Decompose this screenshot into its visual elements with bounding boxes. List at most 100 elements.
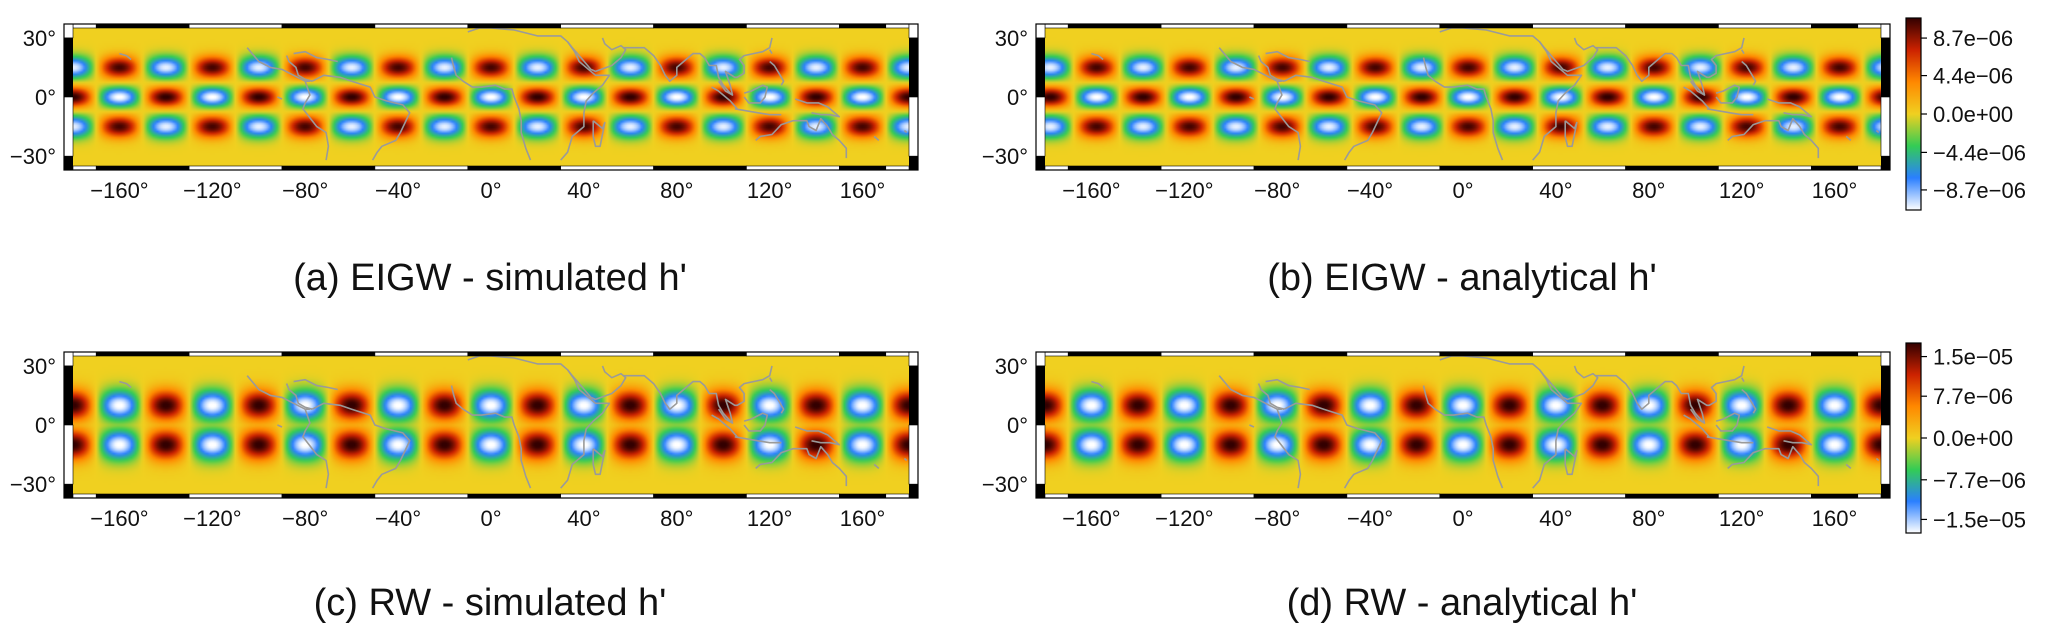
coastlines <box>119 356 908 489</box>
x-tick-label: 80° <box>1632 506 1665 531</box>
y-tick-label: −30° <box>10 472 56 497</box>
coastline-path <box>1439 356 1583 489</box>
coastline-path <box>769 49 773 55</box>
coastline-path <box>450 57 532 161</box>
x-tick-label: 160° <box>1812 506 1858 531</box>
coastline-path <box>1538 37 1599 73</box>
coastline-path <box>1564 120 1578 148</box>
coastline-path <box>467 356 611 489</box>
coastline-path <box>1283 74 1383 161</box>
heatmap-field <box>1045 28 1881 166</box>
coastline-path <box>1265 50 1310 63</box>
coastline-path <box>119 52 132 61</box>
coastline-path <box>592 120 606 148</box>
y-tick-label: 30° <box>23 26 56 51</box>
colorbar-tick-label: 8.7e−06 <box>1933 26 2013 51</box>
coastline-path <box>1715 412 1741 432</box>
x-tick-label: −80° <box>282 178 328 203</box>
coastline-path <box>623 374 734 424</box>
coastline-path <box>1595 46 1706 96</box>
coastline-path <box>1727 445 1820 487</box>
y-tick-label: −30° <box>982 472 1028 497</box>
x-tick-label: 40° <box>1539 178 1572 203</box>
coastline-path <box>566 37 627 73</box>
coastlines <box>119 28 908 161</box>
coastline-path <box>743 412 769 432</box>
coastline-path <box>311 74 411 161</box>
colorbar-gradient <box>1905 17 1922 211</box>
coastline-path <box>734 436 782 444</box>
coastline-path <box>717 37 773 96</box>
coastline-path <box>1766 98 1813 118</box>
map-frame <box>63 23 919 171</box>
coastline-path <box>794 426 841 446</box>
coastline-path <box>1257 55 1285 82</box>
x-tick-label: −120° <box>183 178 241 203</box>
coastline-path <box>1741 60 1757 86</box>
x-tick-label: −120° <box>183 506 241 531</box>
colorbar-tick-label: 4.4e−06 <box>1933 64 2013 89</box>
y-tick-label: 0° <box>35 413 56 438</box>
coastline-path <box>1741 49 1745 55</box>
x-tick-label: −120° <box>1155 506 1213 531</box>
coastline-path <box>285 55 313 82</box>
heatmap-field <box>73 28 909 166</box>
coastline-path <box>1689 37 1745 96</box>
coastline-path <box>873 135 880 142</box>
coastline-path <box>1766 426 1813 446</box>
coastlines <box>1091 356 1880 489</box>
coastline-path <box>1689 365 1745 424</box>
x-tick-label: 0° <box>480 178 501 203</box>
coastlines <box>1091 28 1880 161</box>
coastline-path <box>903 129 908 134</box>
colorbar-tick-label: −8.7e−06 <box>1933 178 2026 203</box>
coastline-path <box>1715 84 1741 104</box>
x-tick-label: 160° <box>840 506 886 531</box>
coastline-path <box>1741 388 1757 414</box>
x-tick-label: −40° <box>1347 178 1393 203</box>
x-tick-label: −160° <box>90 506 148 531</box>
x-tick-label: 160° <box>840 178 886 203</box>
coastline-path <box>769 377 773 383</box>
coastline-path <box>769 388 785 414</box>
coastline-path <box>734 108 782 116</box>
coastline-path <box>1422 57 1504 161</box>
coastline-path <box>277 96 283 100</box>
x-tick-label: 80° <box>660 178 693 203</box>
coastline-path <box>1706 108 1754 116</box>
x-tick-label: −160° <box>90 178 148 203</box>
colorbar-tick-label: −4.4e−06 <box>1933 140 2026 165</box>
coastline-path <box>755 117 848 159</box>
axis-labels: −160° −120° −80° −40° 0° 40° 80° 120° 160° 30° 0° −… <box>982 354 1857 531</box>
panel-title: (a) EIGW - simulated h' <box>293 257 687 299</box>
coastline-path <box>1564 448 1578 476</box>
coastline-path <box>450 385 532 489</box>
coastline-path <box>302 80 330 161</box>
y-tick-label: 0° <box>35 85 56 110</box>
coastline-path <box>1683 414 1710 438</box>
coastline-path <box>1741 377 1745 383</box>
x-tick-label: −80° <box>282 506 328 531</box>
x-tick-label: −40° <box>1347 506 1393 531</box>
coastline-path <box>1257 383 1285 410</box>
coastline-path <box>1422 385 1504 489</box>
coastline-path <box>1706 436 1754 444</box>
coastline-path <box>1538 365 1599 401</box>
coastline-path <box>293 50 338 63</box>
y-tick-label: 0° <box>1007 413 1028 438</box>
coastline-path <box>119 380 132 389</box>
coastline-path <box>311 402 411 489</box>
x-tick-label: 80° <box>1632 178 1665 203</box>
axis-labels: −160° −120° −80° −40° 0° 40° 80° 120° 160° 30° 0° −… <box>982 26 1857 203</box>
x-tick-label: 120° <box>1719 506 1765 531</box>
map-frame <box>1035 23 1891 171</box>
panel-title: (c) RW - simulated h' <box>314 582 667 624</box>
coastline-path <box>1439 28 1583 161</box>
coastline-path <box>1249 424 1255 428</box>
panel-title: (b) EIGW - analytical h' <box>1267 257 1656 299</box>
coastline-path <box>755 445 848 487</box>
coastline-path <box>1875 457 1880 462</box>
x-tick-label: −160° <box>1062 506 1120 531</box>
coastline-path <box>1265 378 1310 391</box>
colorbar-tick-label: 1.5e−05 <box>1933 345 2013 370</box>
